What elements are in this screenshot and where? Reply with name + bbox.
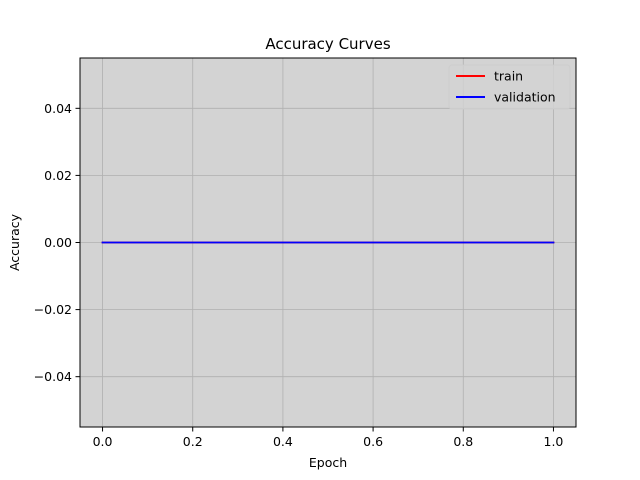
chart-title: Accuracy Curves <box>265 35 391 53</box>
x-tick-label-0: 0.0 <box>93 434 113 449</box>
x-tick-label-5: 1.0 <box>544 434 564 449</box>
y-axis-ticks: −0.04 −0.02 0.00 0.02 0.04 <box>34 101 80 384</box>
y-tick-label-4: 0.04 <box>44 101 72 116</box>
y-tick-label-1: −0.02 <box>34 302 72 317</box>
legend-label-validation: validation <box>494 90 556 105</box>
legend-label-train: train <box>494 69 523 84</box>
y-axis-label: Accuracy <box>7 213 22 271</box>
x-tick-label-3: 0.6 <box>363 434 383 449</box>
x-tick-label-4: 0.8 <box>453 434 473 449</box>
y-tick-label-2: 0.00 <box>44 235 72 250</box>
y-tick-label-0: −0.04 <box>34 369 72 384</box>
legend: train validation <box>448 64 571 110</box>
x-tick-label-2: 0.4 <box>273 434 293 449</box>
x-tick-label-1: 0.2 <box>183 434 203 449</box>
y-tick-label-3: 0.02 <box>44 168 72 183</box>
x-axis-label: Epoch <box>309 455 347 470</box>
x-axis-ticks: 0.0 0.2 0.4 0.6 0.8 1.0 <box>93 427 564 449</box>
